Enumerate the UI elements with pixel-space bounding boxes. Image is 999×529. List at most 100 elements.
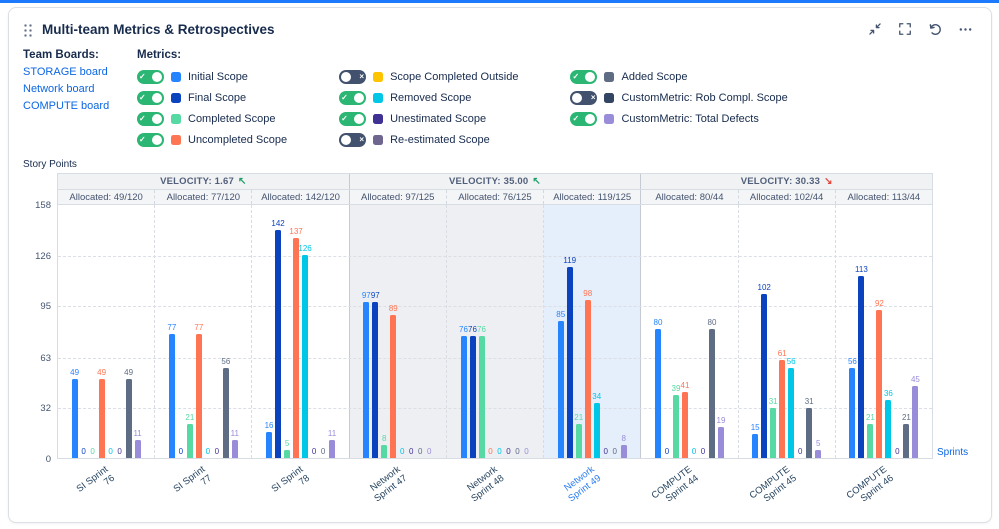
bar-slot: 0 (612, 205, 618, 458)
metric-toggle[interactable]: ✓ (137, 111, 164, 126)
allocated-header-row: Allocated: 49/120 Allocated: 77/120 Alloca… (57, 189, 933, 205)
fullscreen-button[interactable] (893, 17, 917, 41)
metric-toggle[interactable]: ✓ (339, 90, 367, 105)
metric-toggle[interactable]: ✓ (137, 132, 164, 147)
collapse-button[interactable] (863, 17, 887, 41)
toggle-check-icon: ✓ (139, 71, 146, 81)
sprint-bars: 16 142 5 137 126 0 0 11 (252, 205, 348, 458)
chart-bar[interactable] (858, 276, 865, 458)
bar-slot: 119 (563, 205, 576, 458)
board-link-compute[interactable]: COMPUTE board (23, 100, 110, 112)
drag-handle-icon[interactable] (23, 21, 33, 37)
sprint-axis-label: Network Sprint 48 (465, 464, 507, 505)
chart-bar[interactable] (717, 427, 724, 458)
chart-bar[interactable] (912, 386, 919, 458)
chart-bar[interactable] (329, 440, 336, 458)
chart-bar[interactable] (885, 400, 892, 458)
chart-bar[interactable] (302, 255, 309, 458)
chart-bar[interactable] (71, 379, 78, 458)
velocity-header-row: VELOCITY: 1.67 ↖ VELOCITY: 35.00 ↖ VELOCITY:… (57, 173, 933, 189)
chart-bar[interactable] (779, 360, 786, 458)
board-link-storage[interactable]: STORAGE board (23, 66, 108, 78)
chart-bar[interactable] (903, 424, 910, 458)
bar-slot: 76 (459, 205, 468, 458)
chart-bar[interactable] (593, 403, 600, 458)
sprint-column: 77 0 21 77 0 0 56 11 (155, 205, 253, 458)
chart-bar[interactable] (381, 445, 388, 458)
chart-bar[interactable] (849, 368, 856, 458)
metric-toggle[interactable]: × (339, 69, 367, 84)
bar-slot: 0 (691, 205, 697, 458)
chart-bar[interactable] (134, 440, 141, 458)
more-button[interactable] (953, 17, 977, 41)
chart-bar[interactable] (195, 334, 202, 458)
bar-value-label: 49 (70, 368, 80, 377)
bar-value-label: 39 (671, 384, 681, 393)
chart: Story Points 158 126 95 63 32 0 VELOCITY: 1.6… (23, 159, 977, 515)
chart-bar[interactable] (231, 440, 238, 458)
chart-bar[interactable] (815, 450, 822, 458)
metric-toggle[interactable]: × (570, 90, 598, 105)
chart-bar[interactable] (681, 392, 688, 458)
metric-color-swatch (604, 113, 615, 124)
chart-bar[interactable] (390, 315, 397, 458)
metric-color-swatch (373, 134, 384, 145)
chart-bar[interactable] (672, 395, 679, 458)
chart-bar[interactable] (363, 302, 370, 458)
metric-toggle[interactable]: ✓ (137, 69, 164, 84)
chart-bar[interactable] (293, 238, 300, 458)
y-axis-tick: 95 (40, 301, 51, 312)
chart-bar[interactable] (125, 379, 132, 458)
chart-bar[interactable] (575, 424, 582, 458)
more-icon (958, 22, 973, 37)
chart-bar[interactable] (806, 408, 813, 458)
chart-bar[interactable] (478, 336, 485, 458)
chart-bar[interactable] (752, 434, 759, 458)
bar-slot: 0 (664, 205, 670, 458)
bar-value-label: 16 (264, 421, 274, 430)
metric-label: Uncompleted Scope (188, 133, 288, 146)
metric-toggle[interactable]: ✓ (339, 111, 367, 126)
chart-bar[interactable] (770, 408, 777, 458)
bar-slot: 77 (194, 205, 203, 458)
sprint-column: 97 97 8 89 0 0 0 0 (350, 205, 447, 458)
metric-label: Re-estimated Scope (390, 133, 490, 146)
metric-label: Removed Scope (390, 91, 472, 104)
bar-value-label: 80 (707, 318, 717, 327)
chart-bar[interactable] (372, 302, 379, 458)
metric-toggle[interactable]: ✓ (570, 69, 598, 84)
chart-bar[interactable] (867, 424, 874, 458)
y-axis-tick: 158 (35, 200, 51, 211)
refresh-button[interactable] (923, 17, 947, 41)
chart-bar[interactable] (654, 329, 661, 458)
metric-toggle[interactable]: ✓ (137, 90, 164, 105)
chart-bar[interactable] (708, 329, 715, 458)
chart-bar[interactable] (761, 294, 768, 458)
chart-bar[interactable] (557, 321, 564, 458)
chart-bar[interactable] (284, 450, 291, 458)
bar-slot: 80 (707, 205, 717, 458)
allocated-cell: Allocated: 77/120 (155, 190, 253, 204)
board-link-network[interactable]: Network board (23, 83, 95, 95)
chart-bar[interactable] (876, 310, 883, 458)
chart-bar[interactable] (469, 336, 476, 458)
chart-bar[interactable] (168, 334, 175, 458)
bar-value-label: 97 (361, 291, 371, 300)
bar-slot: 0 (506, 205, 512, 458)
bar-value-label: 31 (768, 397, 778, 406)
chart-bar[interactable] (460, 336, 467, 458)
chart-bar[interactable] (186, 424, 193, 458)
chart-bar[interactable] (584, 300, 591, 458)
chart-bar[interactable] (266, 432, 273, 458)
allocated-cell: Allocated: 119/125 (544, 190, 642, 204)
metric-toggle[interactable]: × (339, 132, 367, 147)
chart-bar[interactable] (620, 445, 627, 458)
chart-bar[interactable] (788, 368, 795, 458)
trend-up-icon: ↖ (237, 175, 247, 187)
chart-bar[interactable] (275, 230, 282, 458)
metric-toggle[interactable]: ✓ (570, 111, 598, 126)
bar-value-label: 0 (311, 447, 317, 456)
chart-bar[interactable] (566, 267, 573, 458)
chart-bar[interactable] (98, 379, 105, 458)
chart-bar[interactable] (222, 368, 229, 458)
